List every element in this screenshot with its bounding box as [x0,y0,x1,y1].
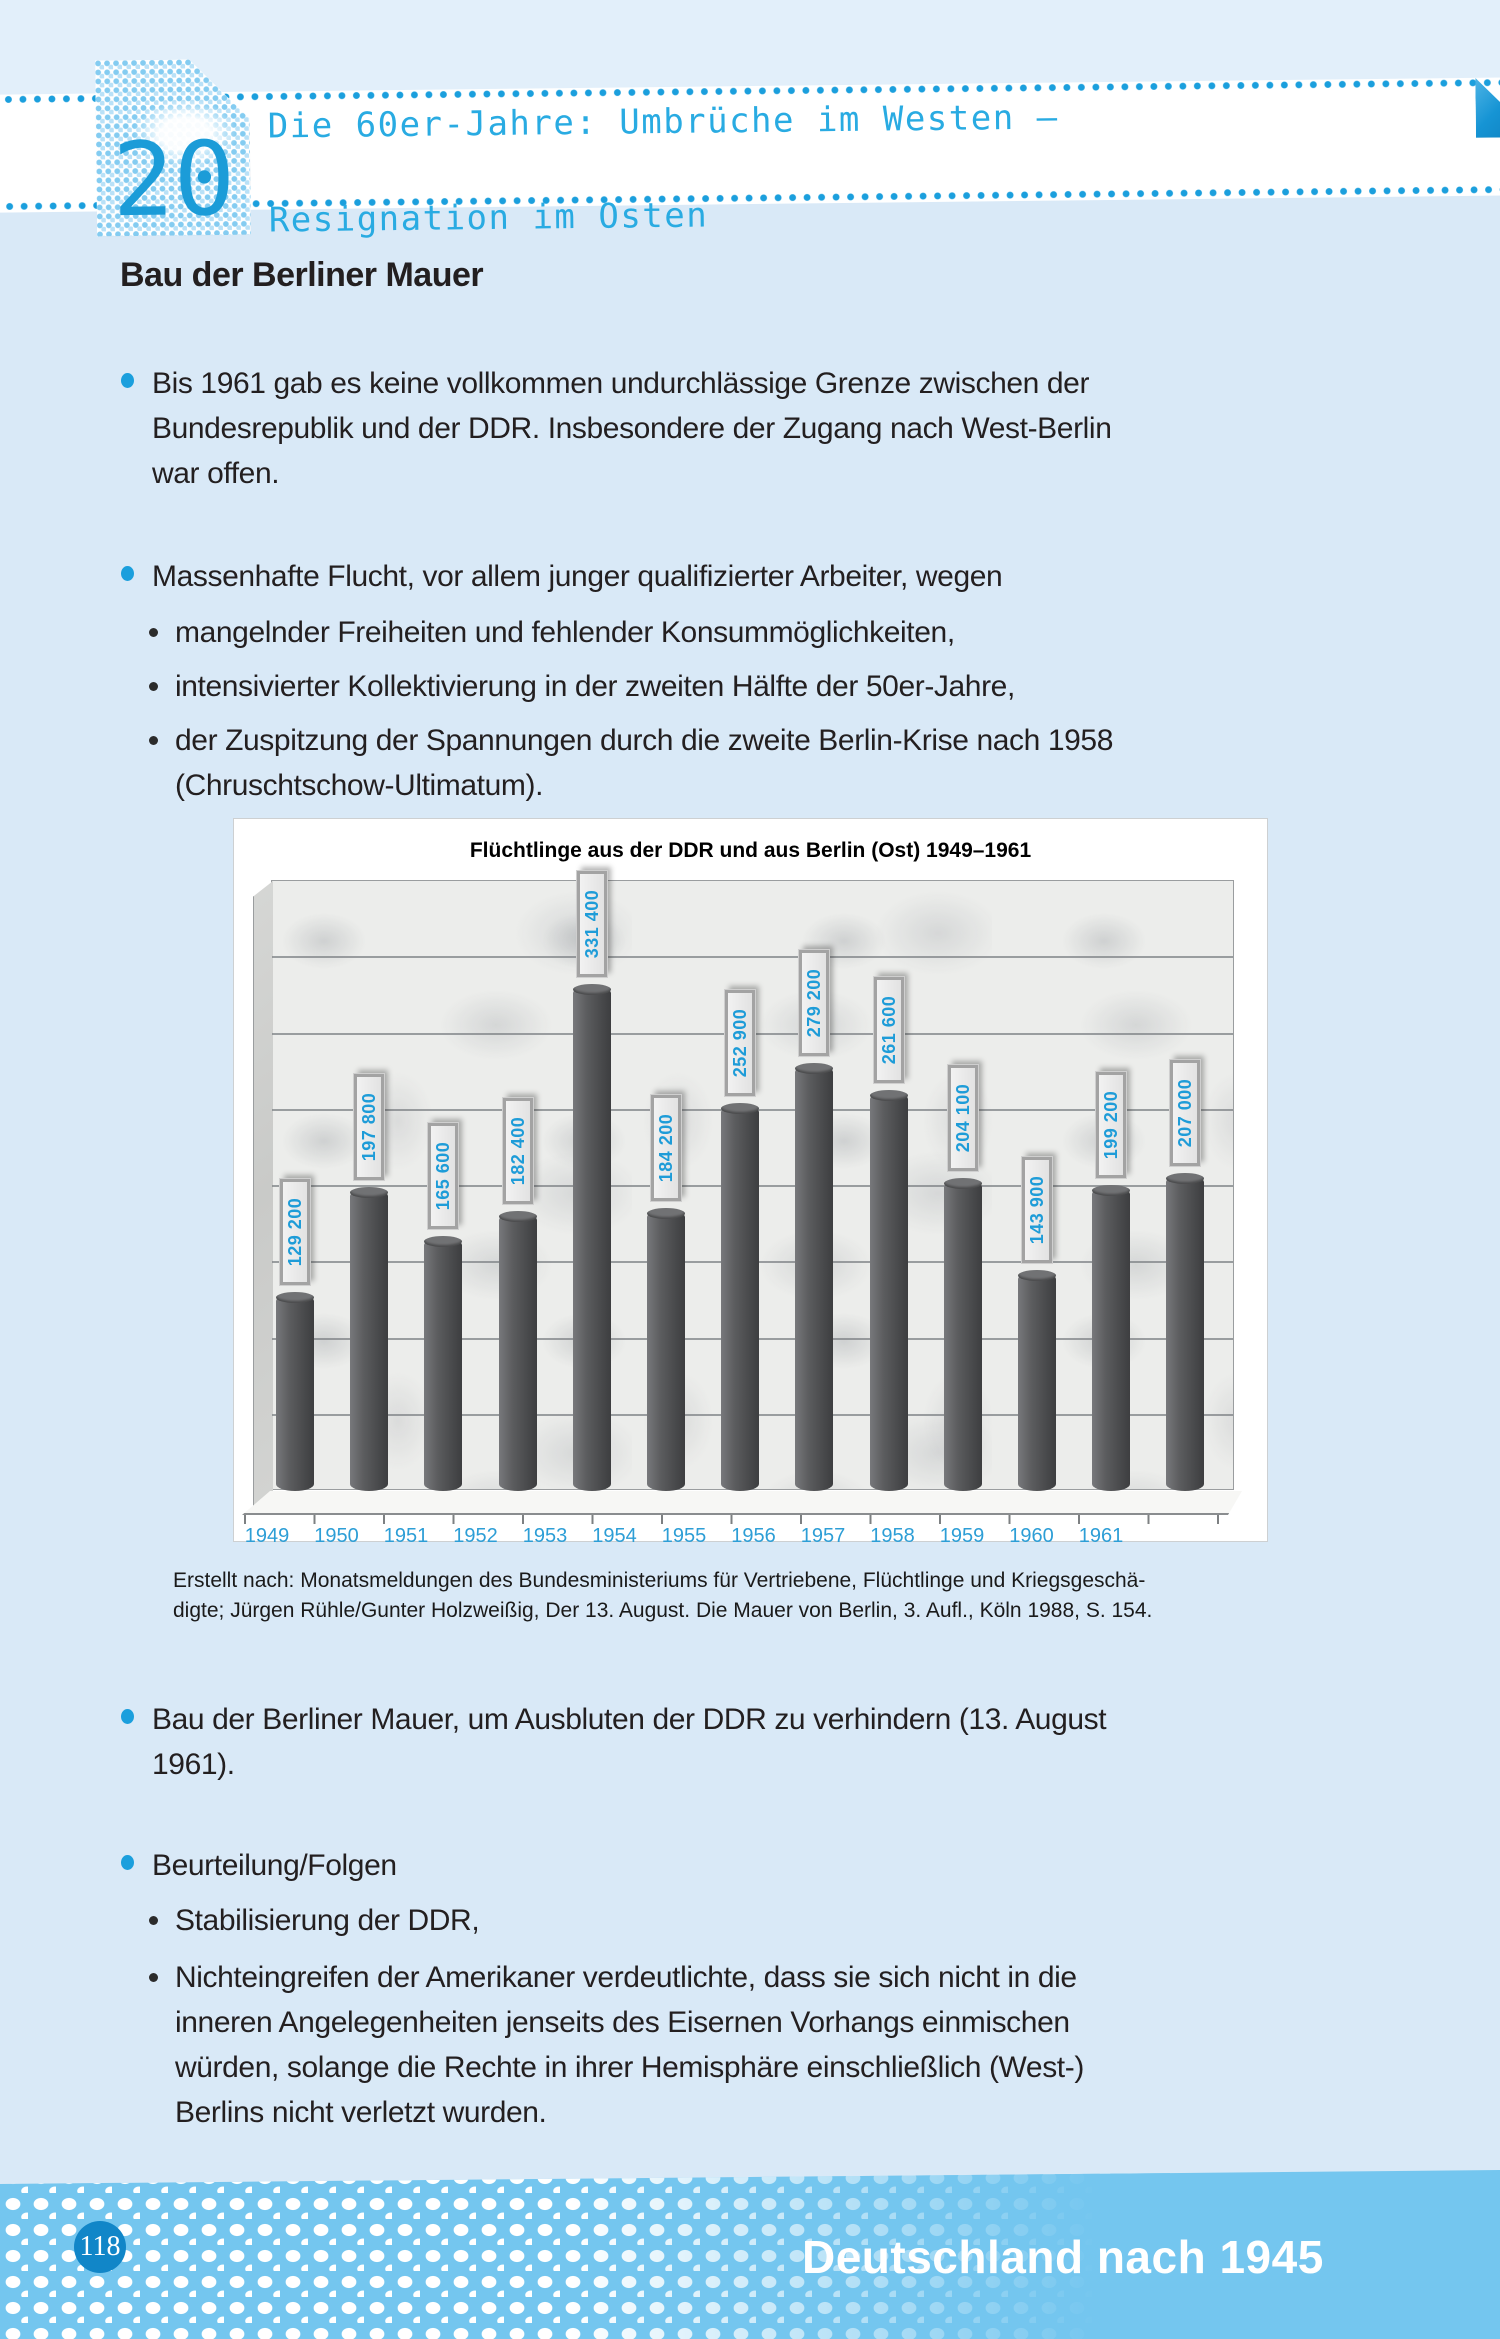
sub-bullet-collectivization: intensivierter Kollektivierung in der zw… [175,670,1015,703]
footer-section-title: Deutschland nach 1945 [802,2231,1324,2283]
bar-top-cap [721,1103,760,1115]
bar-value-label: 204 100 [947,1061,979,1175]
sub-bullet-berlin-crisis: der Zuspitzung der Spannungen durch die … [175,724,1113,802]
footer-band [0,2170,1500,2339]
bar-1960 [1092,1185,1131,1491]
chapter-title: Die 60er-Jahre: Umbrüche im Westen – Res… [267,95,1059,245]
bullet-text-wall-built: Bau der Berliner Mauer, um Ausbluten der… [152,1703,1107,1781]
bullet-text-assessment: Beurteilung/Folgen [152,1849,397,1882]
x-axis-label: 1958 [870,1525,915,1547]
bar-1949 [276,1291,314,1491]
x-axis-label: 1953 [522,1525,568,1547]
bar-1954 [647,1208,685,1491]
bar-1958 [943,1177,982,1491]
x-axis-label: 1954 [592,1525,637,1547]
footer-pattern-fade [570,2170,1170,2339]
bar-top-cap [350,1187,389,1199]
x-axis-label: 1959 [939,1525,985,1547]
bar-value-label: 279 200 [799,946,830,1060]
x-axis-label: 1956 [731,1525,776,1547]
x-axis-label: 1950 [314,1525,359,1547]
bar-1950 [350,1187,389,1491]
chapter-header-band: 20 Die 60er-Jahre: Umbrüche im Westen – … [0,77,1500,241]
bar-value-label: 182 400 [502,1094,533,1208]
x-axis-label: 1951 [383,1525,429,1547]
bar-value-label: 197 800 [353,1070,385,1184]
page-number-badge: 118 [74,2221,126,2273]
bar-1959 [1018,1269,1056,1491]
sub-bullet-stabilization: Stabilisierung der DDR, [175,1904,480,1937]
bar-value-label: 207 000 [1170,1056,1201,1170]
bullet-marker [121,1855,134,1870]
gridline [272,956,1233,959]
bullet-marker [121,373,134,388]
bar-1952 [498,1210,537,1491]
bar-top-cap [647,1208,685,1220]
bar-value-label: 261 600 [873,973,904,1087]
sub-bullet-marker [149,1973,158,1982]
x-axis-label: 1949 [244,1525,290,1547]
bar-value-label: 184 200 [650,1091,682,1205]
chart-3d-left-wall [253,881,273,1507]
x-axis-label: 1961 [1078,1525,1124,1547]
sub-bullet-marker [149,1916,158,1925]
bar-top-cap [498,1210,537,1222]
sub-bullet-marker [149,628,158,637]
bar-value-label: 129 200 [279,1175,311,1289]
bar-value-label: 199 200 [1095,1068,1127,1182]
bar-top-cap [276,1291,314,1303]
bar-1953 [572,983,611,1491]
x-axis-ticks [244,1515,1219,1524]
sub-bullet-us-nonintervention: Nichteingreifen der Amerikaner verdeutli… [175,1961,1084,2129]
chapter-title-line1: Die 60er-Jahre: Umbrüche im Westen – [267,97,1059,147]
bar-1955 [721,1103,760,1491]
bar-value-label: 165 600 [428,1119,459,1233]
bar-value-label: 331 400 [576,867,608,981]
bar-top-cap [869,1090,908,1102]
bullet-text-border-open: Bis 1961 gab es keine vollkommen undurch… [152,367,1112,490]
chapter-title-line2: Resignation im Osten [268,195,709,241]
bar-top-cap [943,1177,982,1189]
refugees-chart: Flüchtlinge aus der DDR und aus Berlin (… [233,818,1268,1547]
bar-value-label: 252 900 [724,986,756,1100]
chart-3d-floor [242,1491,1242,1515]
bullet-marker [121,566,134,581]
chart-title: Flüchtlinge aus der DDR und aus Berlin (… [469,839,1032,862]
bar-top-cap [795,1063,834,1075]
x-axis-label: 1955 [661,1525,707,1547]
bullet-text-mass-flight: Massenhafte Flucht, vor allem junger qua… [152,560,1003,593]
chart-source-citation: Erstellt nach: Monatsmeldungen des Bunde… [173,1569,1153,1622]
sub-bullet-marker [149,682,158,691]
bar-top-cap [572,983,611,995]
bar-value-label: 143 900 [1021,1153,1053,1267]
bar-top-cap [1092,1185,1131,1197]
chart-plot: 129 200 1949 197 800 1950 165 600 1951 182 400… [271,867,1234,1547]
bullet-marker [121,1709,134,1724]
x-axis-label: 1952 [453,1525,498,1547]
chapter-number: 20 [111,119,236,241]
section-heading: Bau der Berliner Mauer [120,256,484,294]
bar-top-cap [424,1236,463,1248]
page-number: 118 [79,2231,121,2262]
sub-bullet-freedom: mangelnder Freiheiten und fehlender Kons… [175,616,955,649]
sub-bullet-marker [149,736,158,745]
bar-top-cap [1018,1269,1056,1281]
bar-1961 [1166,1173,1205,1491]
bar-1951 [424,1236,463,1491]
bar-1957 [869,1090,908,1491]
bar-1956 [795,1063,834,1491]
x-axis-label: 1960 [1009,1525,1054,1547]
x-axis-label: 1957 [800,1525,846,1547]
bar-top-cap [1166,1173,1205,1185]
